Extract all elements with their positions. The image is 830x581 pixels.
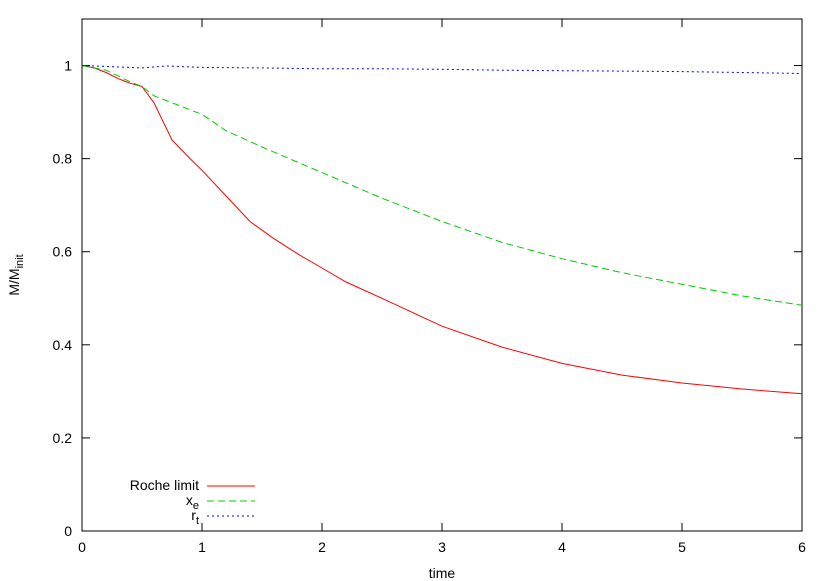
x-tick-label: 2 (318, 539, 326, 555)
y-tick-label: 0.6 (53, 244, 73, 260)
x-tick-label: 5 (678, 539, 686, 555)
x-tick-label: 3 (438, 539, 446, 555)
y-tick-label: 0.2 (53, 430, 73, 446)
y-tick-label: 0.4 (53, 337, 73, 353)
y-tick-label: 1 (64, 58, 72, 74)
plot-frame (81, 18, 803, 532)
x-tick-label: 6 (798, 539, 806, 555)
y-tick-label: 0.8 (53, 151, 73, 167)
x-tick-label: 4 (558, 539, 566, 555)
y-axis-title-sub: init (14, 254, 26, 268)
axis-ticks: 0 1 2 3 4 5 6 0 0.2 0.4 0.6 0.8 1 (53, 19, 806, 555)
legend-label-1: Roche limit (130, 477, 199, 493)
y-tick-label: 0 (64, 523, 72, 539)
legend-label-2: xe (186, 492, 199, 512)
y-axis-title: M/Minit (6, 254, 26, 295)
y-axis-title-base: M/M (6, 268, 22, 295)
x-tick-label: 1 (198, 539, 206, 555)
x-tick-label: 0 (78, 539, 86, 555)
x-axis-title: time (429, 565, 456, 581)
series-layer (81, 65, 803, 395)
series-line-2 (81, 65, 803, 306)
series-line-3 (81, 65, 803, 74)
series-line-1 (81, 65, 803, 395)
legend-label-3: rt (191, 507, 199, 527)
